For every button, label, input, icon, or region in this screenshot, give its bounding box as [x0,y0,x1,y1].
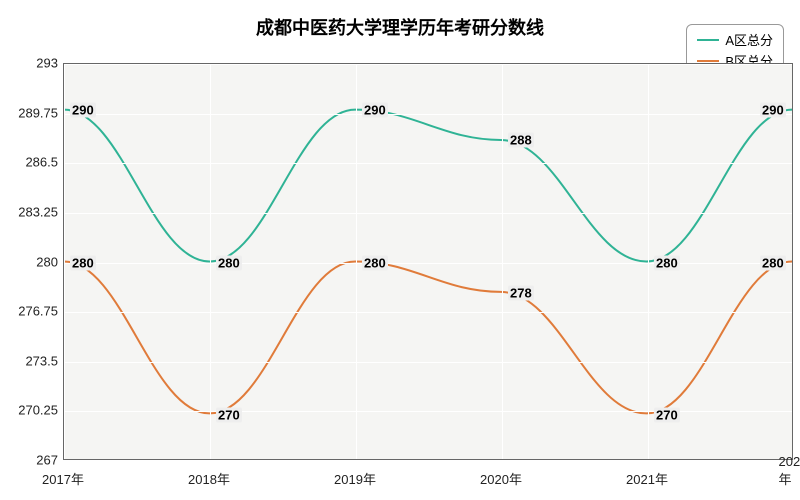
chart-title: 成都中医药大学理学历年考研分数线 [0,14,800,40]
xaxis-tick-label: 2017年 [42,469,84,488]
data-label: 280 [760,255,786,270]
legend-label: A区总分 [725,30,773,49]
data-label: 290 [362,102,388,117]
gridline-h [64,64,792,65]
chart-container: 成都中医药大学理学历年考研分数线 A区总分 B区总分 2902802902882… [0,0,800,500]
gridline-v [64,64,65,459]
data-label: 290 [760,102,786,117]
chart-lines-svg [64,64,792,459]
yaxis-tick-label: 276.75 [0,304,58,319]
data-label: 280 [362,255,388,270]
yaxis-tick-label: 280 [0,254,58,269]
data-label: 270 [216,408,242,423]
xaxis-tick-label: 2019年 [334,469,376,488]
xaxis-tick-label: 2022年 [779,454,800,488]
yaxis-tick-label: 289.75 [0,105,58,120]
gridline-h [64,213,792,214]
legend-swatch-b [697,60,719,62]
gridline-h [64,263,792,264]
series-line [64,110,792,262]
gridline-h [64,163,792,164]
data-label: 280 [70,255,96,270]
data-label: 280 [216,255,242,270]
legend-item: A区总分 [697,29,773,50]
xaxis-tick-label: 2020年 [480,469,522,488]
gridline-h [64,461,792,462]
gridline-v [502,64,503,459]
data-label: 288 [508,133,534,148]
yaxis-tick-label: 286.5 [0,155,58,170]
yaxis-tick-label: 283.25 [0,204,58,219]
plot-area: 290 280 290 288 280 290 280 270 280 278 270 280 [63,63,793,460]
legend-swatch-a [697,39,719,41]
xaxis-tick-label: 2021年 [626,469,668,488]
gridline-h [64,362,792,363]
yaxis-tick-label: 293 [0,56,58,71]
series-line [64,262,792,414]
data-label: 270 [654,408,680,423]
data-label: 278 [508,286,534,301]
gridline-v [356,64,357,459]
gridline-h [64,114,792,115]
gridline-h [64,312,792,313]
yaxis-tick-label: 273.5 [0,353,58,368]
gridline-h [64,411,792,412]
xaxis-tick-label: 2018年 [188,469,230,488]
data-label: 290 [70,102,96,117]
gridline-v [210,64,211,459]
yaxis-tick-label: 267 [0,453,58,468]
yaxis-tick-label: 270.25 [0,403,58,418]
gridline-v [648,64,649,459]
gridline-v [794,64,795,459]
data-label: 280 [654,255,680,270]
